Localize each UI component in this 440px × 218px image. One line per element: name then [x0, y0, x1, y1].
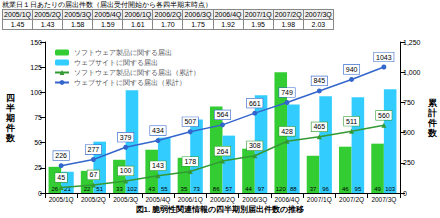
svg-text:143: 143	[152, 162, 164, 169]
svg-text:数: 数	[427, 128, 438, 138]
html-text:1.70: 1.70	[161, 21, 175, 28]
svg-text:1,250: 1,250	[403, 39, 421, 46]
svg-text:図1. 脆弱性関連情報の四半期別届出件数の推移: 図1. 脆弱性関連情報の四半期別届出件数の推移	[136, 205, 305, 214]
svg-text:100: 100	[30, 89, 42, 96]
svg-text:1,000: 1,000	[403, 69, 421, 76]
svg-text:50: 50	[34, 139, 42, 146]
svg-text:465: 465	[313, 123, 325, 130]
svg-text:434: 434	[152, 127, 164, 134]
svg-text:44: 44	[245, 186, 252, 192]
svg-text:43: 43	[148, 186, 155, 192]
svg-text:2006/1Q: 2006/1Q	[178, 196, 203, 204]
svg-text:2006/4Q: 2006/4Q	[275, 196, 300, 204]
svg-text:750: 750	[403, 99, 415, 106]
svg-text:55: 55	[161, 186, 168, 192]
html-text:2005/1Q: 2005/1Q	[4, 11, 31, 18]
svg-text:845: 845	[313, 77, 325, 84]
svg-text:73: 73	[193, 186, 200, 192]
svg-text:26: 26	[51, 186, 58, 192]
html-text:1.58: 1.58	[70, 21, 85, 28]
svg-text:120: 120	[276, 186, 287, 192]
svg-text:308: 308	[249, 142, 261, 149]
svg-text:88: 88	[290, 186, 297, 192]
svg-text:51: 51	[96, 186, 103, 192]
svg-text:507: 507	[184, 118, 196, 125]
html-text:1.75: 1.75	[191, 21, 205, 28]
svg-text:86: 86	[213, 186, 220, 192]
svg-text:125: 125	[30, 64, 42, 71]
svg-text:226: 226	[55, 152, 67, 159]
svg-text:661: 661	[249, 100, 261, 107]
svg-text:67: 67	[90, 171, 98, 178]
svg-text:33: 33	[116, 186, 123, 192]
svg-text:計: 計	[427, 108, 437, 118]
svg-text:件: 件	[5, 123, 15, 133]
svg-text:564: 564	[217, 111, 229, 118]
html-text:1.98: 1.98	[281, 21, 295, 28]
html-text:就業日１日あたりの届出件数（届出受付開始から各四半期末時点）: 就業日１日あたりの届出件数（届出受付開始から各四半期末時点）	[2, 1, 212, 8]
svg-text:2007/3Q: 2007/3Q	[371, 196, 396, 204]
svg-text:累: 累	[427, 98, 438, 108]
svg-text:期: 期	[5, 113, 15, 123]
html-text:1.59: 1.59	[101, 21, 115, 28]
svg-text:2005/4Q: 2005/4Q	[145, 196, 170, 204]
html-text:1.43: 1.43	[40, 21, 55, 28]
svg-text:97: 97	[258, 186, 265, 192]
svg-text:数: 数	[5, 133, 16, 143]
svg-text:100: 100	[120, 167, 132, 174]
html-text:1.45: 1.45	[10, 21, 25, 28]
html-text:2.03: 2.03	[311, 21, 326, 28]
svg-text:35: 35	[181, 186, 188, 192]
svg-text:半: 半	[5, 103, 15, 113]
svg-text:ソフトウェア製品に関する届出: ソフトウェア製品に関する届出	[74, 49, 172, 57]
svg-text:46: 46	[342, 186, 349, 192]
svg-text:0: 0	[403, 190, 407, 197]
html-text:1.92: 1.92	[221, 21, 235, 28]
svg-text:102: 102	[127, 186, 138, 192]
svg-text:22: 22	[84, 186, 91, 192]
svg-text:75: 75	[34, 114, 42, 121]
svg-text:37: 37	[310, 186, 317, 192]
html-text:1.95: 1.95	[251, 21, 265, 28]
svg-text:511: 511	[346, 118, 357, 125]
svg-text:178: 178	[184, 158, 196, 165]
svg-text:250: 250	[403, 159, 415, 166]
svg-text:0: 0	[38, 190, 42, 197]
svg-text:379: 379	[120, 134, 132, 141]
svg-text:2005/2Q: 2005/2Q	[81, 196, 106, 204]
svg-text:2007/1Q: 2007/1Q	[307, 196, 332, 204]
svg-text:2005/1Q: 2005/1Q	[49, 196, 74, 204]
svg-text:2006/2Q: 2006/2Q	[210, 196, 235, 204]
html-text:2007/3Q: 2007/3Q	[305, 11, 332, 18]
svg-text:25: 25	[34, 164, 42, 171]
svg-text:57: 57	[225, 186, 232, 192]
svg-text:96: 96	[322, 186, 329, 192]
svg-text:428: 428	[281, 128, 293, 135]
svg-text:2006/3Q: 2006/3Q	[242, 196, 267, 204]
svg-text:21: 21	[64, 186, 71, 192]
svg-text:ソフトウェア製品に関する届出（累計）: ソフトウェア製品に関する届出（累計）	[74, 69, 200, 77]
html-text:1.61: 1.61	[131, 21, 145, 28]
svg-text:45: 45	[57, 174, 65, 181]
svg-text:150: 150	[30, 39, 42, 46]
svg-text:49: 49	[374, 186, 381, 192]
svg-text:264: 264	[217, 148, 229, 155]
svg-text:2005/3Q: 2005/3Q	[113, 196, 138, 204]
svg-text:277: 277	[88, 146, 100, 153]
svg-text:四: 四	[6, 93, 15, 103]
svg-text:940: 940	[346, 66, 358, 73]
svg-text:95: 95	[355, 186, 362, 192]
svg-text:2007/2Q: 2007/2Q	[339, 196, 364, 204]
svg-text:749: 749	[281, 89, 293, 96]
svg-text:500: 500	[403, 129, 415, 136]
svg-text:560: 560	[378, 112, 390, 119]
svg-text:103: 103	[385, 186, 396, 192]
svg-text:ウェブサイトに関する届出（累計）: ウェブサイトに関する届出（累計）	[74, 79, 186, 87]
svg-text:1043: 1043	[376, 54, 392, 61]
html-text:2005/2Q: 2005/2Q	[34, 11, 61, 18]
svg-text:ウェブサイトに関する届出: ウェブサイトに関する届出	[74, 59, 158, 67]
svg-text:件: 件	[427, 118, 437, 128]
html-text:2005/3Q 2005/4Q 2006/1Q 2006/2: 2005/3Q 2005/4Q 2006/1Q 2006/2Q 2006/3Q …	[64, 11, 302, 18]
